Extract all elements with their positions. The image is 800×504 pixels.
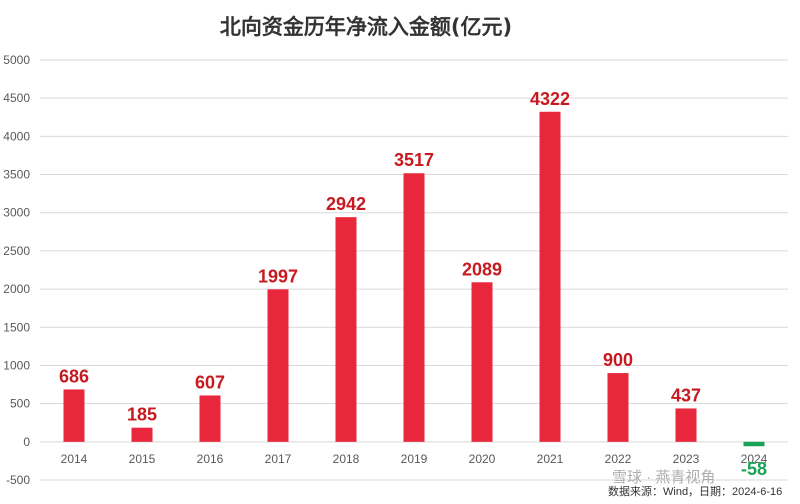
bar-2022 [607,373,629,442]
bar-2017 [267,289,289,442]
chart-title: 北向资金历年净流入金额(亿元) [220,15,512,39]
data-label-2018: 2942 [326,194,366,214]
source-note: 数据来源：Wind，日期：2024-6-16 [608,484,782,498]
data-label-2020: 2089 [462,259,502,279]
data-label-2021: 4322 [530,89,570,109]
x-tick-label: 2018 [333,452,360,466]
y-tick-label: 0 [23,435,30,449]
data-label-2019: 3517 [394,150,434,170]
data-label-2023: 437 [671,385,701,405]
data-label-2014: 686 [59,366,89,386]
data-label-2017: 1997 [258,266,298,286]
bar-2018 [335,217,357,442]
bar-2020 [471,282,493,442]
y-tick-label: 4500 [3,91,30,105]
data-label-2015: 185 [127,405,157,425]
bar-2015 [131,427,153,442]
y-tick-label: 3000 [3,206,30,220]
data-label-2024: -58 [741,459,767,479]
x-tick-label: 2021 [537,452,564,466]
x-tick-label: 2017 [265,452,292,466]
x-tick-label: 2015 [129,452,156,466]
bar-2014 [63,389,85,442]
x-tick-label: 2014 [61,452,88,466]
watermark: 雪球 · 燕青视角 [612,469,715,486]
bars [63,111,765,447]
bar-2023 [675,408,697,442]
x-tick-label: 2019 [401,452,428,466]
bar-2016 [199,395,221,442]
y-tick-label: 2500 [3,244,30,258]
x-tick-label: 2020 [469,452,496,466]
x-tick-label: 2022 [605,452,632,466]
x-tick-label: 2024 [741,452,768,466]
y-tick-label: 1500 [3,320,30,334]
y-tick-label: 2000 [3,282,30,296]
bar-2019 [403,173,425,442]
x-axis: 2014 2015 2016 2017 2018 2019 2020 2021 2022 2023… [61,452,768,466]
y-axis: -500 0 500 1000 1500 2000 2500 3000 3500 4000 4500… [3,53,30,487]
bar-2021 [539,111,561,442]
x-tick-label: 2016 [197,452,224,466]
data-label-2016: 607 [195,372,225,392]
y-tick-label: 1000 [3,358,30,372]
y-tick-label: -500 [6,473,30,487]
data-label-2022: 900 [603,350,633,370]
x-tick-label: 2023 [673,452,700,466]
y-tick-label: 5000 [3,53,30,67]
data-labels: 686 185 607 1997 2942 3517 2089 4322 900 437 -58 [59,89,767,479]
y-tick-label: 4000 [3,129,30,143]
y-tick-label: 3500 [3,168,30,182]
y-tick-label: 500 [10,397,30,411]
bar-2024 [743,441,765,447]
